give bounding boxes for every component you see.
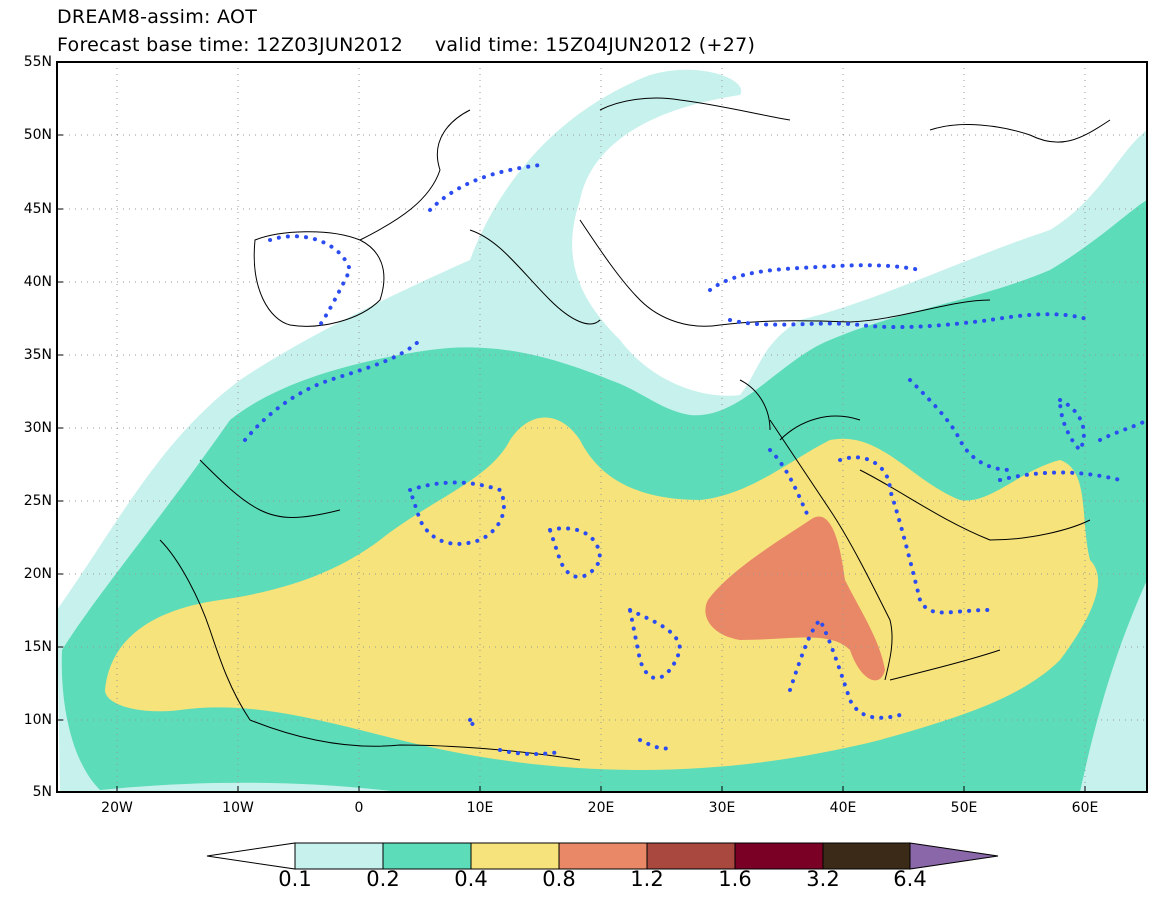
title-line-2: Forecast base time: 12Z03JUN2012 valid t… (57, 34, 756, 56)
colorbar-swatch-0.8-1.2 (558, 842, 648, 870)
colorbar-label-1.2: 1.2 (630, 867, 664, 891)
colorbar-swatch-0.1-0.2 (294, 842, 384, 870)
colorbar-label-0.2: 0.2 (366, 867, 400, 891)
lat-label-20n: 20N (23, 566, 52, 582)
lon-label-0: 0 (354, 800, 364, 816)
lat-label-25n: 25N (23, 493, 52, 509)
plot-frame (56, 61, 1148, 793)
lon-label-60e: 60E (1071, 800, 1099, 816)
lat-label-40n: 40N (23, 274, 52, 290)
aot-band-0.4-0.8 (105, 417, 1099, 770)
colorbar-swatch-0.4-0.8 (470, 842, 560, 870)
lat-label-45n: 45N (23, 201, 52, 217)
colorbar-upper-arrow (909, 842, 999, 870)
lat-label-50n: 50N (23, 127, 52, 143)
lon-label-20e: 20E (587, 800, 615, 816)
colorbar-swatch-1.6-3.2 (734, 842, 824, 870)
colorbar-swatch-0.2-0.4 (382, 842, 472, 870)
aot-band-0.8-1.2 (705, 516, 885, 681)
colorbar-label-6.4: 6.4 (893, 867, 927, 891)
lat-label-30n: 30N (23, 420, 52, 436)
colorbar-lower-arrow (206, 842, 296, 870)
aot-clear-pocket-turkey (600, 167, 913, 390)
lat-label-35n: 35N (23, 347, 52, 363)
colorbar-label-0.8: 0.8 (542, 867, 576, 891)
colorbar-label-1.6: 1.6 (718, 867, 752, 891)
colorbar-label-0.1: 0.1 (278, 867, 312, 891)
lon-label-50e: 50E (950, 800, 978, 816)
colorbar-swatch-3.2-6.4 (822, 842, 911, 870)
colorbar (206, 842, 999, 870)
lon-label-30e: 30E (708, 800, 736, 816)
colorbar-swatch-1.2-1.6 (646, 842, 736, 870)
lon-label-10e: 10E (466, 800, 494, 816)
colorbar-label-3.2: 3.2 (806, 867, 840, 891)
aot-field (57, 62, 1147, 792)
lat-label-5n: 5N (32, 784, 52, 800)
lat-label-10n: 10N (23, 712, 52, 728)
lon-label-20w: 20W (101, 800, 133, 816)
lon-label-40e: 40E (829, 800, 857, 816)
dotted-contours (243, 163, 1147, 757)
coastlines-borders (159, 97, 1111, 761)
tick-marks (57, 61, 1086, 793)
colorbar-label-0.4: 0.4 (454, 867, 488, 891)
aot-clear-pocket-iberia (250, 221, 472, 313)
title-line-1: DREAM8-assim: AOT (57, 6, 258, 28)
lat-label-15n: 15N (23, 639, 52, 655)
lat-label-55n: 55N (23, 54, 52, 70)
lon-label-10w: 10W (222, 800, 254, 816)
